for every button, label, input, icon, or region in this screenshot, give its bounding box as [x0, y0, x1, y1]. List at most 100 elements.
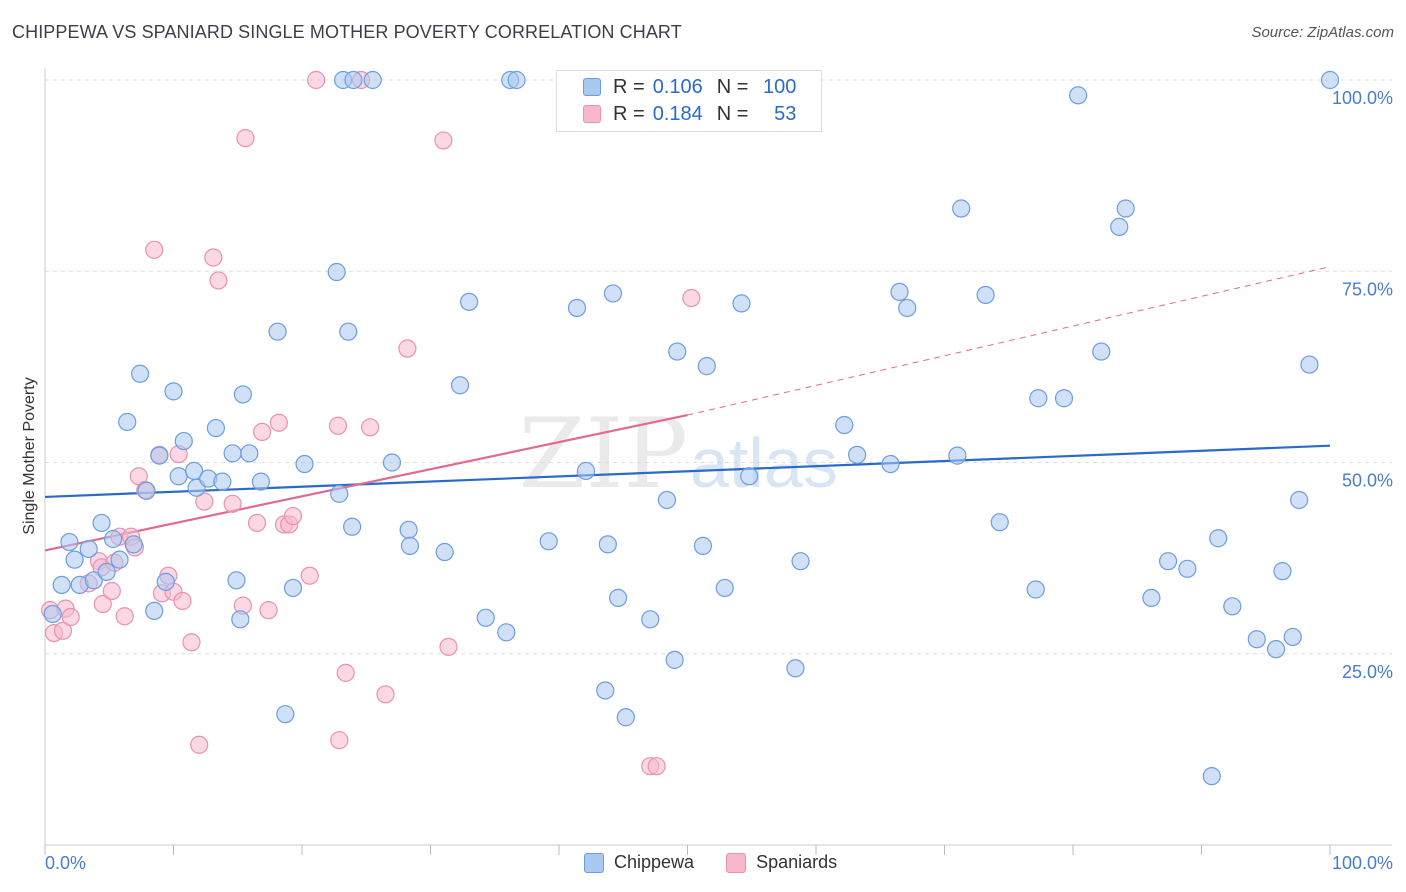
spaniards-point: [190, 735, 209, 754]
spaniards-point: [283, 506, 303, 526]
chippewa-point: [399, 520, 418, 539]
chippewa-point: [1300, 355, 1319, 374]
chippewa-point: [715, 578, 734, 598]
spaniards-point: [439, 637, 458, 656]
chippewa-point: [609, 588, 628, 608]
chippewa-point: [400, 536, 420, 555]
chippewa-point: [344, 70, 363, 90]
chippewa-point: [124, 535, 143, 554]
chippewa-swatch: [583, 78, 601, 96]
spaniards-point: [376, 685, 395, 704]
r-label: R =: [613, 102, 645, 125]
chippewa-point: [1273, 562, 1292, 581]
chippewa-point: [567, 298, 587, 318]
chippewa-point: [1209, 529, 1228, 548]
spaniards-point: [102, 581, 121, 601]
chippewa-point: [1116, 199, 1135, 218]
chippewa-point: [657, 490, 677, 510]
legend-label: Chippewa: [614, 852, 695, 872]
spaniards-point: [361, 418, 380, 437]
chippewa-point: [145, 601, 164, 621]
chippewa-point: [84, 571, 103, 590]
chippewa-point: [150, 446, 169, 465]
chippewa-point: [1029, 389, 1048, 408]
chippewa-point: [60, 532, 79, 552]
watermark-suffix: atlas: [690, 424, 838, 502]
chippewa-point: [791, 552, 810, 571]
chippewa-point: [1290, 490, 1309, 510]
chippewa-point: [435, 542, 454, 562]
chippewa-point: [740, 467, 759, 486]
spaniards-point: [300, 566, 319, 585]
chippewa-point: [1202, 767, 1221, 786]
chippewa-point: [596, 681, 615, 700]
chippewa-point: [1283, 627, 1302, 647]
chippewa-point: [118, 412, 137, 432]
chippewa-point: [1223, 597, 1242, 616]
spaniards-point: [204, 248, 223, 267]
chippewa-point: [169, 467, 188, 486]
spaniards-point: [53, 621, 73, 640]
legend-item-chippewa: Chippewa: [584, 852, 694, 873]
chippewa-point: [339, 322, 358, 341]
spaniards-point: [115, 607, 134, 626]
spaniards-swatch: [583, 105, 601, 123]
spaniards-point: [173, 591, 192, 611]
chart-title: CHIPPEWA VS SPANIARD SINGLE MOTHER POVER…: [12, 22, 682, 42]
spaniards-point: [307, 70, 326, 90]
spaniards-point: [330, 731, 349, 750]
chippewa-point: [898, 298, 917, 318]
chippewa-point: [1178, 559, 1197, 578]
chippewa-point: [497, 623, 516, 642]
n-label: N =: [716, 102, 749, 125]
chippewa-point: [598, 535, 617, 554]
spaniards-point: [209, 271, 228, 290]
chippewa-point: [697, 357, 716, 376]
chippewa-point: [213, 472, 232, 491]
x-tick-labels: 0.0% 100.0%: [45, 853, 1393, 873]
spaniards-point: [182, 633, 201, 652]
r-value: 0.106: [652, 75, 703, 98]
spaniards-point: [269, 413, 288, 432]
n-value: 100: [763, 75, 797, 98]
spaniards-point: [236, 129, 255, 148]
chippewa-point: [330, 484, 349, 503]
chippewa-point: [881, 454, 900, 474]
chippewa-point: [164, 382, 183, 401]
chippewa-point: [835, 415, 854, 435]
legend-row-spaniards: R = 0.184 N = 53: [583, 102, 796, 126]
series-chippewa: [43, 70, 1340, 786]
chippewa-point: [231, 610, 250, 629]
chippewa-point: [1110, 217, 1129, 236]
x-tick-label: 0.0%: [45, 853, 86, 873]
chippewa-point: [92, 513, 111, 533]
chippewa-point: [1266, 640, 1286, 659]
chippewa-point: [43, 604, 62, 624]
watermark: ZIP: [519, 398, 688, 510]
chippewa-point: [79, 539, 98, 559]
chippewa-point: [382, 453, 402, 472]
chippewa-point: [240, 444, 259, 463]
chippewa-point: [616, 708, 635, 727]
y-tick-label: 50.0%: [1342, 471, 1393, 491]
chippewa-point: [1320, 70, 1340, 90]
stats-legend: R = 0.106 N = 100 R = 0.184 N = 53: [556, 70, 822, 132]
r-label: R =: [613, 75, 645, 98]
y-tick-label: 25.0%: [1342, 662, 1393, 682]
spaniards-point: [61, 607, 80, 627]
r-value: 0.184: [652, 102, 703, 125]
chippewa-point: [665, 650, 684, 669]
spaniards-trend-extension: [687, 266, 1331, 416]
chippewa-point: [539, 532, 558, 551]
legend-item-spaniards: Spaniards: [726, 852, 837, 873]
spaniards-point: [682, 288, 701, 308]
axes: [44, 68, 1392, 855]
chippewa-point: [206, 418, 226, 438]
chippewa-point: [52, 575, 71, 595]
legend-label: Spaniards: [756, 852, 838, 872]
source-note: Source: ZipAtlas.com: [1251, 24, 1394, 41]
chippewa-point: [848, 445, 867, 464]
chippewa-point: [295, 454, 314, 474]
spaniards-point: [247, 513, 267, 533]
